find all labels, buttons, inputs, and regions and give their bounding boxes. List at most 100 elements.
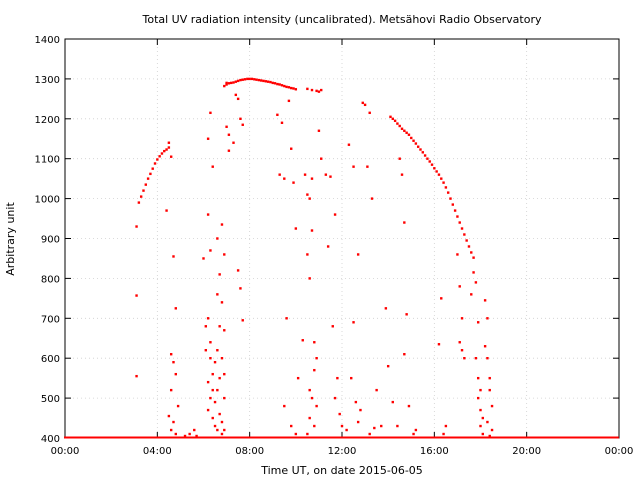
baseline-point [172, 436, 175, 439]
baseline-point [532, 436, 535, 439]
baseline-point [292, 436, 295, 439]
baseline-point [455, 436, 458, 439]
baseline-point [105, 436, 108, 439]
baseline-point [511, 436, 514, 439]
baseline-point [487, 436, 490, 439]
baseline-point [542, 436, 545, 439]
baseline-point [195, 436, 198, 439]
baseline-point [148, 436, 151, 439]
baseline-point [151, 436, 154, 439]
baseline-point [268, 436, 271, 439]
baseline-point [64, 436, 66, 439]
baseline-point [497, 436, 500, 439]
data-point [169, 428, 173, 432]
data-point [490, 404, 494, 408]
baseline-point [95, 436, 98, 439]
baseline-point [99, 436, 102, 439]
baseline-point [529, 436, 532, 439]
baseline-point [246, 436, 249, 439]
baseline-point [489, 436, 492, 439]
data-point [333, 213, 337, 216]
baseline-point [160, 436, 163, 439]
baseline-point [473, 436, 476, 439]
baseline-point [365, 436, 368, 439]
baseline-point [164, 436, 167, 439]
baseline-point [485, 436, 488, 439]
data-point [163, 149, 166, 153]
baseline-point [130, 436, 133, 439]
baseline-point [117, 436, 120, 439]
baseline-point [300, 436, 303, 439]
baseline-point [605, 436, 608, 439]
baseline-point [314, 436, 317, 439]
baseline-point [609, 436, 612, 439]
baseline-point [242, 436, 245, 439]
baseline-point [456, 436, 459, 439]
data-point [338, 412, 341, 416]
baseline-point [211, 436, 214, 439]
baseline-point [602, 436, 605, 439]
baseline-point [381, 436, 384, 439]
data-point [204, 325, 208, 328]
data-point [368, 432, 371, 436]
baseline-point [294, 436, 297, 439]
baseline-point [458, 436, 461, 439]
baseline-point [414, 436, 417, 439]
data-point [320, 88, 323, 92]
data-point [158, 155, 161, 158]
data-point [380, 424, 383, 428]
baseline-point [491, 436, 494, 439]
baseline-point [263, 436, 266, 439]
data-point [467, 245, 471, 248]
data-point [313, 424, 316, 428]
baseline-point [469, 436, 472, 439]
data-point [488, 388, 491, 392]
baseline-point [539, 436, 542, 439]
data-point [336, 376, 339, 380]
baseline-point [586, 436, 589, 439]
data-point [329, 175, 332, 178]
data-point [234, 80, 238, 83]
baseline-point [159, 436, 162, 439]
data-point [370, 197, 374, 200]
baseline-point [411, 436, 414, 439]
x-tick-label: 00:00 [51, 446, 80, 457]
data-point [232, 81, 235, 84]
data-point [144, 183, 147, 186]
baseline-point [324, 436, 327, 439]
baseline-point [394, 436, 397, 439]
data-point [403, 221, 406, 224]
data-point [248, 77, 251, 81]
baseline-point [90, 436, 93, 439]
baseline-point [464, 436, 467, 439]
x-tick-label: 08:00 [235, 446, 264, 457]
data-point [206, 317, 210, 320]
baseline-point [435, 436, 438, 439]
baseline-point [421, 436, 424, 439]
data-point [308, 416, 311, 420]
baseline-point [376, 436, 379, 439]
data-point [209, 111, 212, 115]
baseline-point [196, 436, 199, 439]
data-point [410, 136, 413, 140]
baseline-point [231, 436, 234, 439]
baseline-point [537, 436, 540, 439]
data-point [352, 165, 355, 168]
data-point [227, 82, 231, 85]
data-point [209, 341, 212, 344]
baseline-point [478, 436, 481, 439]
baseline-point [519, 436, 522, 439]
data-point [225, 83, 228, 86]
baseline-point [306, 436, 309, 439]
baseline-point [557, 436, 560, 439]
baseline-point [150, 436, 153, 439]
baseline-point [358, 436, 361, 439]
baseline-point [534, 436, 537, 439]
baseline-point [271, 436, 274, 439]
baseline-point [592, 436, 595, 439]
data-point [218, 273, 221, 276]
baseline-point [219, 436, 222, 439]
data-point [363, 103, 367, 107]
data-point [296, 376, 300, 380]
data-point [421, 151, 424, 154]
